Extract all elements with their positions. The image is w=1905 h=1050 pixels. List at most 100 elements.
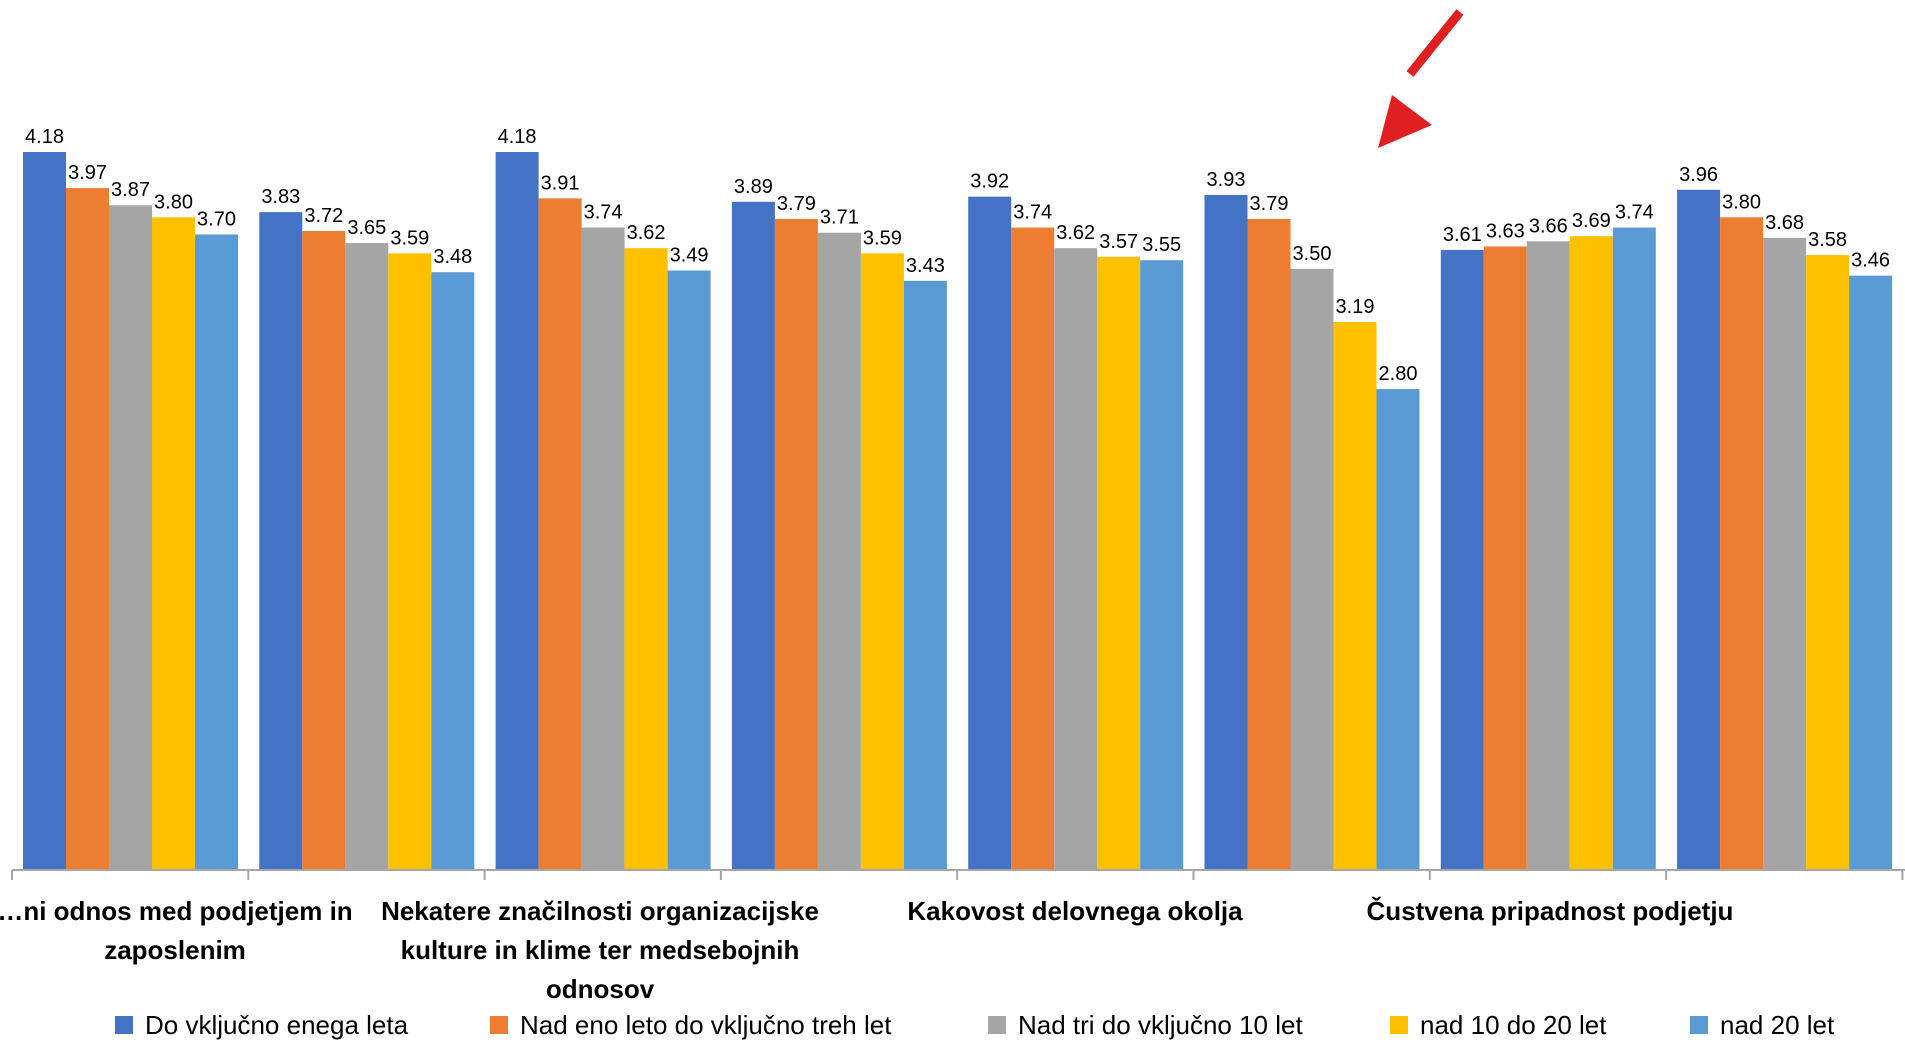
value-label: 3.92 — [970, 171, 1009, 193]
annotation-layer — [1378, 9, 1464, 148]
value-label: 3.62 — [1056, 222, 1095, 244]
bar-3-series-2 — [538, 198, 582, 870]
bar-7-series-5 — [1612, 227, 1656, 870]
legend: Do vključno enega leta Nad eno leto do vk… — [115, 1010, 1835, 1040]
bar-2-series-2 — [302, 231, 346, 871]
bar-3-series-5 — [667, 270, 711, 870]
value-label: 3.50 — [1293, 243, 1332, 265]
value-label: 3.79 — [777, 193, 816, 215]
value-label: 3.63 — [1486, 220, 1525, 242]
bar-3-series-1 — [495, 152, 539, 870]
value-label: 3.70 — [197, 208, 236, 230]
bars-layer — [23, 152, 1893, 871]
arrow-shaft — [1406, 9, 1464, 77]
value-label: 3.97 — [68, 162, 107, 184]
bar-7-series-1 — [1440, 249, 1484, 871]
bar-2-series-4 — [388, 253, 432, 871]
legend-item: Nad eno leto do vključno treh let — [490, 1010, 892, 1040]
bar-5-series-4 — [1097, 256, 1141, 870]
bar-4-series-2 — [774, 218, 818, 871]
bar-4-series-3 — [817, 232, 861, 870]
legend-swatch — [490, 1016, 508, 1034]
value-label: 3.65 — [347, 217, 386, 239]
bar-6-series-1 — [1204, 194, 1248, 871]
bar-3-series-3 — [581, 227, 625, 870]
value-label: 3.79 — [1250, 193, 1289, 215]
value-label: 3.83 — [261, 186, 300, 208]
legend-label: Do vključno enega leta — [145, 1010, 409, 1040]
bar-7-series-3 — [1526, 241, 1570, 871]
value-label: 3.74 — [1615, 202, 1654, 224]
bar-5-series-5 — [1140, 260, 1184, 870]
bar-6-series-3 — [1290, 268, 1334, 870]
value-label: 3.89 — [734, 176, 773, 198]
bar-4-series-5 — [903, 280, 947, 870]
value-label: 3.49 — [670, 245, 709, 267]
bar-1-series-3 — [109, 205, 152, 871]
value-labels-layer: 4.183.973.873.803.703.833.723.65 3.593.48… — [25, 126, 1890, 385]
legend-item: Nad tri do vključno 10 let — [988, 1010, 1303, 1040]
legend-swatch — [1390, 1016, 1408, 1034]
value-label: 3.58 — [1808, 229, 1847, 251]
legend-item: nad 10 do 20 let — [1390, 1010, 1607, 1040]
legend-label: nad 10 do 20 let — [1420, 1010, 1607, 1040]
bar-3-series-4 — [624, 248, 668, 870]
value-label: 3.55 — [1142, 234, 1181, 256]
value-label: 4.18 — [25, 126, 64, 148]
value-label: 2.80 — [1379, 363, 1418, 385]
legend-swatch — [1690, 1016, 1708, 1034]
bar-5-series-2 — [1011, 227, 1055, 870]
bar-6-series-2 — [1247, 218, 1291, 871]
category-label: …ni odnos med podjetjem in zaposlenim — [0, 896, 353, 965]
bar-2-series-1 — [259, 212, 303, 870]
bar-5-series-3 — [1054, 248, 1098, 870]
value-label: 3.59 — [863, 227, 902, 249]
bar-5-series-1 — [968, 196, 1012, 871]
value-label: 3.80 — [1722, 191, 1761, 213]
value-label: 3.59 — [390, 227, 429, 249]
bar-8-series-4 — [1806, 255, 1850, 870]
value-label: 3.91 — [541, 172, 580, 194]
bar-6-series-4 — [1333, 322, 1377, 871]
value-label: 4.18 — [498, 126, 537, 148]
bar-7-series-4 — [1569, 236, 1613, 870]
value-label: 3.93 — [1207, 169, 1246, 191]
legend-label: Nad eno leto do vključno treh let — [520, 1010, 892, 1040]
x-axis — [11, 869, 1905, 880]
bar-8-series-5 — [1849, 275, 1893, 870]
category-label: Kakovost delovnega okolja — [907, 896, 1243, 926]
value-label: 3.69 — [1572, 210, 1611, 232]
bar-1-series-4 — [152, 217, 195, 871]
value-label: 3.48 — [433, 246, 472, 268]
legend-item: nad 20 let — [1690, 1010, 1835, 1040]
legend-item: Do vključno enega leta — [115, 1010, 409, 1040]
value-label: 3.74 — [1013, 202, 1052, 224]
arrow-head — [1378, 95, 1432, 148]
category-label: Čustvena pripadnost podjetju — [1367, 896, 1734, 926]
category-label: Nekatere značilnosti organizacijske kultu… — [381, 896, 819, 1004]
bar-2-series-3 — [345, 243, 389, 871]
legend-label: Nad tri do vključno 10 let — [1018, 1010, 1303, 1040]
value-label: 3.66 — [1529, 215, 1568, 237]
value-label: 3.71 — [820, 207, 859, 229]
bar-8-series-1 — [1677, 189, 1721, 870]
value-label: 3.68 — [1765, 212, 1804, 234]
bar-8-series-3 — [1763, 237, 1807, 871]
value-label: 3.62 — [627, 222, 666, 244]
value-label: 3.46 — [1851, 250, 1890, 272]
value-label: 3.43 — [906, 255, 945, 277]
value-label: 3.80 — [154, 191, 193, 213]
value-label: 3.72 — [304, 205, 343, 227]
bar-1-series-2 — [66, 188, 109, 870]
bar-1-series-5 — [195, 234, 238, 870]
legend-swatch — [988, 1016, 1006, 1034]
legend-label: nad 20 let — [1720, 1010, 1835, 1040]
bar-1-series-1 — [23, 152, 66, 870]
bar-2-series-5 — [431, 272, 475, 870]
value-label: 3.57 — [1099, 231, 1138, 253]
value-label: 3.19 — [1336, 296, 1375, 318]
bar-6-series-5 — [1376, 389, 1420, 870]
bar-4-series-1 — [731, 201, 775, 870]
